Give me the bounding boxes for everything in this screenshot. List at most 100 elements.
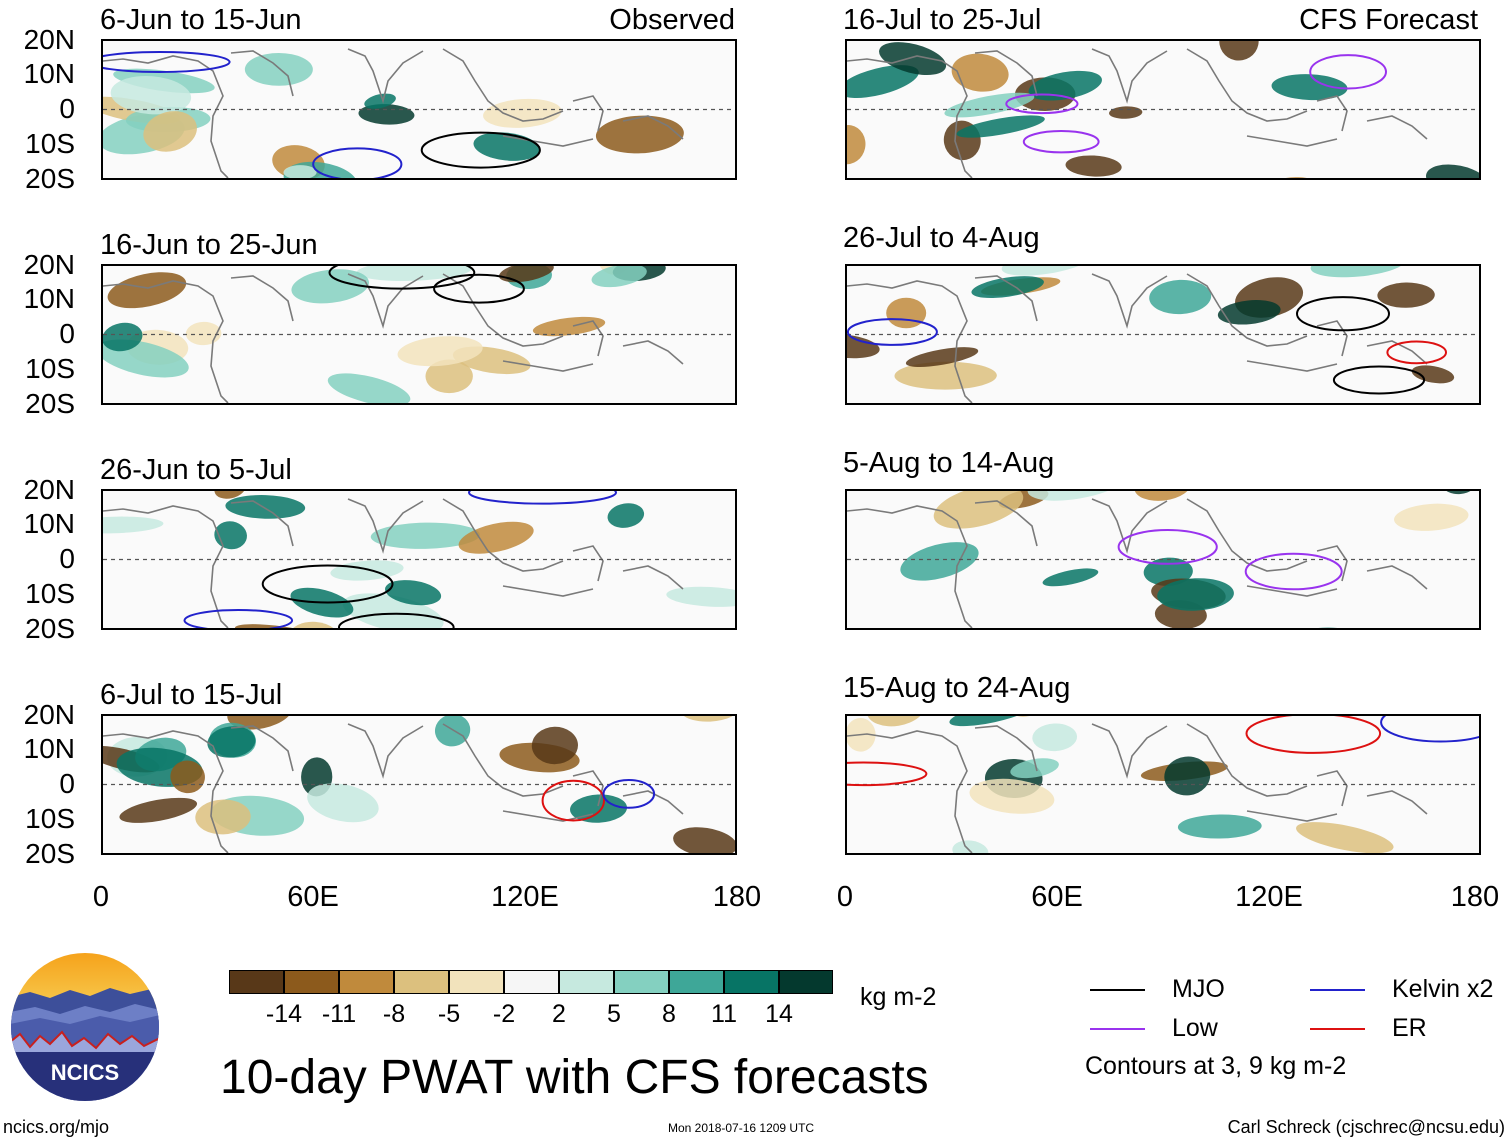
wave-contour	[541, 779, 605, 822]
anomaly-shade	[1109, 106, 1143, 119]
lat-label: 10S	[25, 353, 75, 384]
observed-label: Observed	[609, 4, 735, 36]
anomaly-shade	[1377, 282, 1435, 308]
legend-line-kelvin	[1310, 989, 1365, 991]
wave-contour	[261, 564, 394, 604]
anomaly-shade	[1065, 155, 1122, 177]
lat-label: 10N	[23, 58, 75, 89]
anomaly-shade	[607, 503, 645, 528]
anomaly-shade	[291, 269, 370, 304]
colorbar-swatch	[779, 970, 833, 994]
logo-text: NCICS	[51, 1060, 119, 1085]
anomaly-shade	[330, 560, 404, 581]
ncics-logo: NCICS	[10, 952, 160, 1102]
coastline	[847, 48, 1428, 178]
footer-link[interactable]: ncics.org/mjo	[3, 1117, 110, 1137]
legend-contour-note: Contours at 3, 9 kg m-2	[1085, 1052, 1347, 1080]
footer-author: Carl Schreck (cjschrec@ncsu.edu)	[1227, 1117, 1505, 1137]
anomaly-shade	[364, 93, 396, 109]
anomaly-shade	[225, 495, 306, 519]
legend-line-low	[1090, 1028, 1145, 1030]
anomaly-shade	[847, 65, 919, 98]
coastline	[103, 273, 684, 403]
anomaly-shade	[1219, 41, 1259, 61]
anomaly-shade	[103, 322, 143, 352]
wave-contour	[1005, 93, 1079, 115]
anomaly-shade	[905, 347, 979, 367]
panel-title: 16-Jul to 25-Jul	[843, 4, 1042, 36]
map-panel-observed-3	[101, 489, 737, 630]
coastline	[847, 723, 1428, 853]
anomaly-shade	[1010, 758, 1059, 779]
colorbar-tick: -8	[382, 1000, 406, 1028]
anomaly-shade	[576, 41, 618, 42]
anomaly-shade	[1442, 491, 1477, 495]
lon-label: 60E	[1031, 881, 1083, 913]
colorbar-swatch	[394, 970, 449, 994]
anomaly-shade	[107, 272, 187, 309]
lat-label: 20S	[25, 838, 75, 869]
anomaly-shade	[971, 276, 1044, 299]
map-panel-forecast-3	[845, 489, 1481, 630]
anomaly-shade	[1271, 74, 1348, 101]
colorbar-units: kg m-2	[860, 983, 937, 1011]
footer-timestamp: Mon 2018-07-16 1209 UTC	[668, 1121, 815, 1135]
anomaly-shade	[170, 760, 205, 794]
colorbar-swatch	[339, 970, 394, 994]
lat-label: 20N	[23, 24, 75, 55]
colorbar-tick: -14	[265, 1000, 303, 1028]
anomaly-shade	[1164, 756, 1211, 796]
anomaly-shade	[1027, 491, 1130, 501]
anomaly-shade	[370, 522, 480, 549]
wave-contour	[847, 318, 938, 346]
colorbar-swatch	[614, 970, 669, 994]
forecast-label: CFS Forecast	[1299, 4, 1478, 36]
map-panel-forecast-4	[845, 714, 1481, 855]
anomaly-shade	[894, 361, 997, 390]
coastline	[847, 273, 1428, 403]
colorbar-tick: -11	[321, 1000, 357, 1028]
anomaly-shade	[666, 586, 735, 607]
map-panel-observed-2	[101, 264, 737, 405]
wave-contour	[468, 491, 617, 505]
anomaly-shade	[1177, 814, 1262, 839]
anomaly-shade	[483, 98, 562, 128]
lat-label: 10N	[23, 283, 75, 314]
panel-title: 5-Aug to 14-Aug	[843, 447, 1055, 479]
anomaly-shade	[195, 799, 251, 835]
map-panel-forecast-2	[845, 264, 1481, 405]
lat-label: 20N	[23, 249, 75, 280]
lat-label: 20N	[23, 699, 75, 730]
map-graphic	[103, 491, 735, 628]
wave-contour	[847, 761, 928, 787]
anomaly-shade	[1028, 70, 1102, 101]
colorbar-swatch	[504, 970, 559, 994]
anomaly-shade	[143, 111, 197, 152]
anomaly-shade	[458, 521, 534, 554]
lat-label: 20S	[25, 613, 75, 644]
anomaly-shade	[356, 266, 472, 281]
anomaly-shade	[185, 321, 222, 346]
lat-label: 20N	[23, 474, 75, 505]
lon-label: 180	[712, 881, 762, 913]
map-graphic	[103, 41, 735, 178]
map-panel-observed-1	[101, 39, 737, 180]
anomaly-shade	[119, 797, 198, 823]
anomaly-shade	[1303, 627, 1384, 628]
anomaly-shade	[214, 521, 247, 550]
anomaly-shade	[244, 53, 313, 86]
coastline	[847, 498, 1428, 628]
map-graphic	[847, 491, 1479, 628]
lat-label: 10N	[23, 508, 75, 539]
map-graphic	[103, 716, 735, 853]
coastline	[103, 723, 684, 853]
colorbar-swatch	[669, 970, 724, 994]
colorbar-tick: 2	[552, 1000, 566, 1028]
colorbar-swatch	[449, 970, 504, 994]
panel-title: 6-Jul to 15-Jul	[100, 679, 283, 711]
panel-title: 26-Jun to 5-Jul	[100, 454, 292, 486]
colorbar-swatch	[284, 970, 339, 994]
legend-label-low: Low	[1172, 1014, 1218, 1042]
lon-label: 0	[92, 881, 110, 913]
anomaly-shade	[866, 716, 926, 727]
